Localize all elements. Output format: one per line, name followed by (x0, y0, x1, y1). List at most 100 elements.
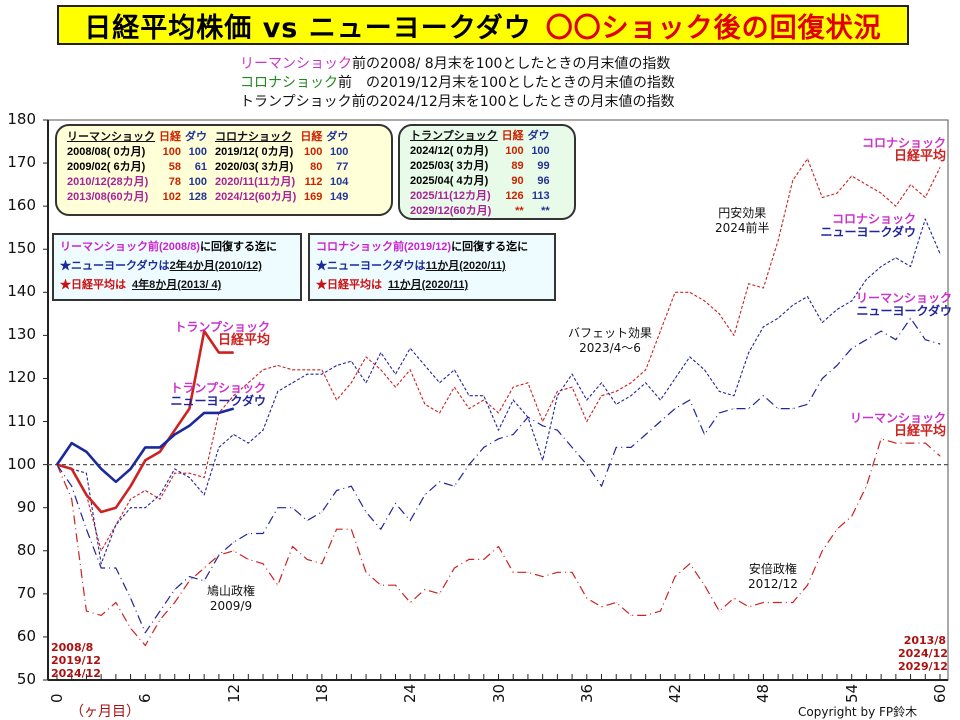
data-point-lehman_nikkei (880, 438, 882, 440)
data-point-corona_dow (439, 382, 441, 384)
data-point-corona_dow (674, 377, 676, 380)
data-point-corona_nikkei (394, 386, 397, 388)
y-tick-label: 80 (16, 540, 36, 559)
data-point-lehman_nikkei (350, 528, 352, 530)
data-point-corona_dow (718, 390, 720, 392)
recovery-heading: リーマンショック前(2008/8)に回復する迄に (60, 238, 300, 257)
data-point-lehman_dow (909, 317, 912, 319)
data-point-lehman_nikkei (806, 584, 809, 586)
label-line: トランプショック (170, 381, 266, 395)
recovery-dow: ★ニューヨークダウは2年4か月(2010/12) (60, 257, 300, 276)
data-point-corona_nikkei (159, 498, 161, 500)
data-point-lehman_nikkei (483, 558, 485, 560)
data-point-lehman_dow (453, 485, 455, 487)
y-tick-label: 110 (7, 411, 36, 430)
data-point-corona_dow (836, 308, 838, 311)
annotation-line: 安倍政権 (748, 562, 797, 576)
data-point-trump_dow (159, 446, 161, 448)
data-point-trump_dow (115, 481, 117, 483)
heading-part: リーマンショック (60, 241, 148, 253)
cell: 112 (304, 176, 323, 188)
data-point-corona_dow (188, 476, 191, 479)
data-point-lehman_dow (233, 541, 235, 543)
y-tick-label: 150 (7, 239, 36, 258)
start-dates: 2008/8 2019/12 2024/12 (51, 641, 101, 680)
table-row: 2024/12( 0カ月) 100 100 (408, 144, 552, 159)
data-point-lehman_dow (939, 343, 941, 345)
data-point-corona_nikkei (497, 412, 500, 414)
data-point-lehman_dow (865, 339, 868, 341)
data-point-corona_nikkei (512, 386, 514, 388)
data-point-lehman_nikkei (71, 498, 73, 500)
series-line-trump_nikkei (56, 329, 234, 514)
data-point-corona_nikkei (924, 196, 926, 199)
data-point-lehman_dow (365, 511, 367, 513)
y-tick-label: 100 (7, 454, 36, 473)
data-point-corona_nikkei (203, 476, 205, 479)
data-point-lehman_nikkei (188, 580, 191, 582)
data-point-corona_dow (306, 373, 308, 375)
table-row: 2025/04( 4カ月) 90 96 (408, 174, 552, 189)
x-tick-label: 60 (931, 683, 949, 703)
data-point-lehman_dow (306, 520, 308, 522)
data-point-corona_dow (600, 382, 603, 384)
table-row: 2010/12(28カ月) 78 100 2020/11(11カ月) 112 104 (65, 175, 350, 190)
cell: 78 (168, 176, 181, 188)
header-cell: トランプショック (410, 130, 498, 142)
series-line-lehman_dow (56, 317, 941, 634)
cell: ** (541, 205, 550, 217)
series-line-lehman_nikkei (56, 438, 941, 647)
data-point-corona_nikkei (674, 291, 676, 293)
data-point-lehman_dow (718, 412, 720, 414)
subtitle-rest: 前 の2019/12月末を100としたときの月末値の指数 (338, 75, 675, 91)
recovery-heading: コロナショック前(2019/12)に回復する迄に (316, 238, 554, 257)
subtitle-trump: トランプショック前の2024/12月末を100としたときの月末値の指数 (240, 91, 674, 111)
cell: 2010/12(28カ月) (67, 176, 149, 188)
header-cell: リーマンショック (67, 131, 155, 143)
data-point-corona_dow (939, 252, 941, 255)
data-point-lehman_nikkei (865, 485, 868, 487)
data-point-trump_dow (85, 451, 88, 453)
data-point-lehman_nikkei (674, 576, 676, 578)
label-line: ニューヨークダウ (170, 394, 266, 408)
data-point-lehman_dow (424, 494, 426, 496)
data-point-corona_dow (336, 364, 338, 367)
data-point-trump_nikkei (115, 507, 117, 509)
header-cell: ダウ (326, 131, 349, 143)
data-point-lehman_nikkei (615, 601, 617, 604)
data-point-corona_dow (129, 507, 132, 509)
data-point-lehman_dow (380, 528, 382, 530)
data-point-corona_dow (218, 446, 220, 448)
data-point-lehman_dow (689, 399, 691, 401)
data-point-lehman_nikkei (586, 597, 588, 599)
nikkei-value: 11か月(2020/11) (388, 279, 469, 291)
x-tick-label: 0 (48, 693, 66, 703)
cell: 102 (162, 191, 181, 203)
cell: 2009/02( 6カ月) (67, 161, 146, 173)
data-point-corona_nikkei (424, 403, 426, 405)
cell: 169 (303, 191, 323, 203)
data-point-lehman_dow (321, 511, 323, 513)
data-point-corona_nikkei (483, 399, 485, 401)
x-axis-unit: （ヶ月目） (70, 704, 140, 720)
label-line: 日経平均 (217, 333, 270, 348)
data-point-lehman_nikkei (439, 593, 441, 595)
data-point-trump_nikkei (85, 494, 88, 496)
data-point-trump_dow (188, 425, 191, 427)
data-point-lehman_nikkei (542, 576, 544, 578)
header-cell: 日経 (501, 130, 524, 142)
date-label: 2019/12 (51, 654, 101, 667)
data-point-trump_nikkei (100, 511, 102, 513)
recovery-dow: ★ニューヨークダウは11か月(2020/11) (316, 257, 554, 276)
data-point-lehman_nikkei (218, 554, 220, 556)
y-tick-label: 180 (7, 110, 36, 128)
cell: 61 (194, 161, 207, 173)
cell: 2020/11(11カ月) (215, 176, 296, 188)
data-point-lehman_nikkei (129, 627, 132, 629)
annotation-abe: 安倍政権 2012/12 (748, 562, 798, 592)
data-point-lehman_nikkei (527, 571, 529, 573)
data-point-corona_dow (659, 399, 661, 401)
data-point-lehman_dow (615, 446, 617, 448)
data-point-corona_nikkei (262, 369, 264, 371)
